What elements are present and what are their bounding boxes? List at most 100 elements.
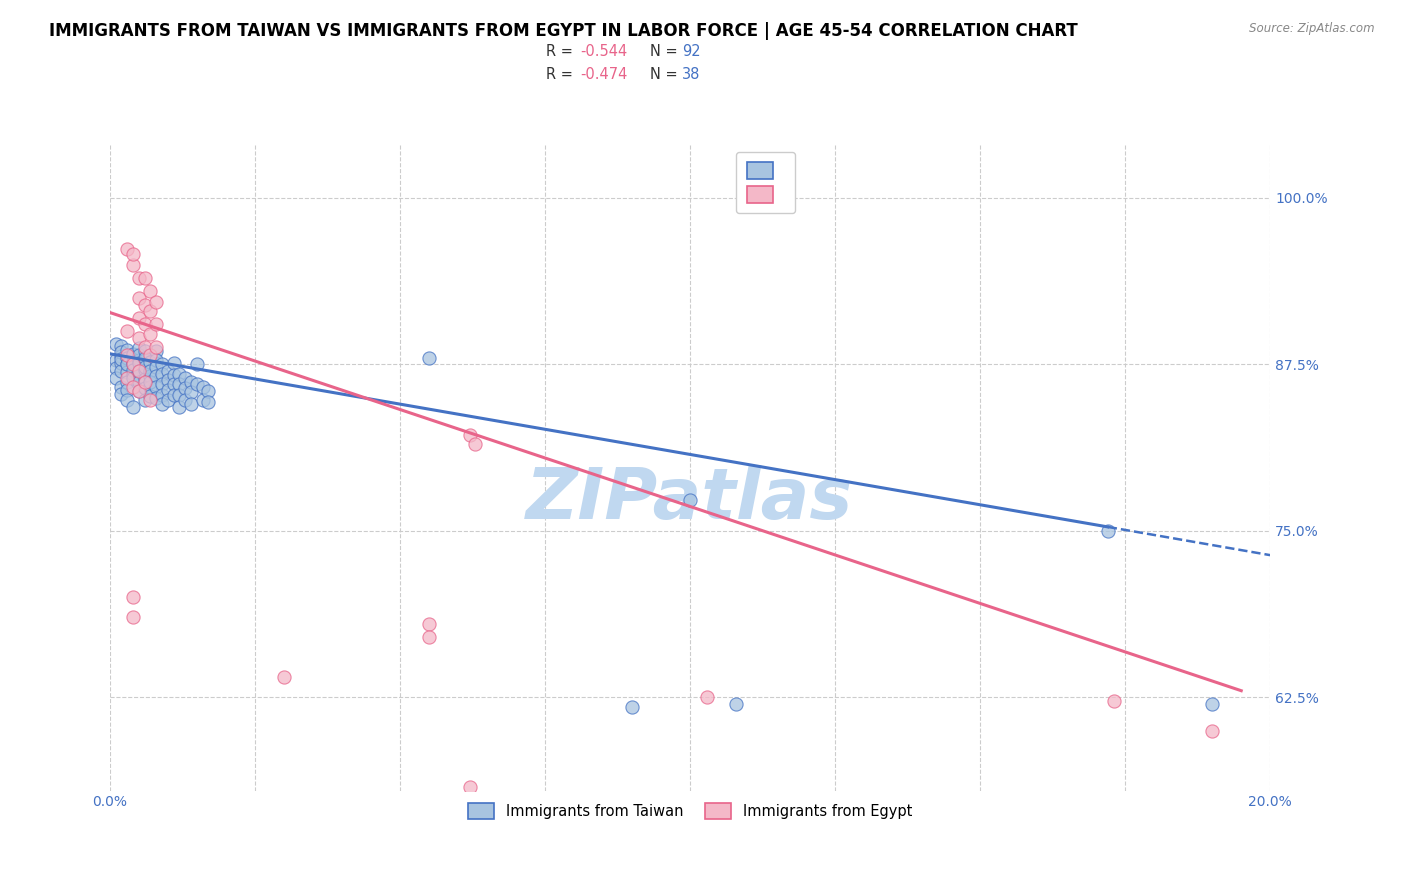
Point — [163, 388, 186, 402]
Point — [115, 242, 138, 256]
Text: 38: 38 — [682, 68, 700, 82]
Point — [134, 353, 156, 368]
Point — [134, 271, 156, 285]
Point — [110, 356, 132, 370]
Point — [110, 380, 132, 394]
Point — [122, 610, 145, 624]
Point — [145, 360, 167, 375]
Point — [128, 364, 150, 378]
Point — [150, 367, 173, 381]
Point — [128, 364, 150, 378]
Point — [145, 380, 167, 394]
Point — [180, 375, 202, 389]
Text: Source: ZipAtlas.com: Source: ZipAtlas.com — [1250, 22, 1375, 36]
Point — [150, 397, 173, 411]
Point — [174, 381, 197, 395]
Point — [122, 247, 145, 261]
Point — [139, 326, 162, 341]
Point — [128, 364, 150, 378]
Point — [115, 366, 138, 380]
Point — [134, 360, 156, 375]
Point — [180, 385, 202, 400]
Point — [134, 344, 156, 359]
Point — [134, 351, 156, 365]
Point — [134, 372, 156, 386]
Point — [197, 384, 219, 398]
Point — [128, 384, 150, 398]
Point — [679, 493, 702, 508]
Point — [104, 361, 127, 376]
Point — [122, 363, 145, 377]
Point — [186, 358, 208, 372]
Point — [145, 340, 167, 354]
Point — [725, 697, 748, 711]
Point — [163, 377, 186, 392]
Point — [139, 348, 162, 362]
Point — [696, 690, 718, 705]
Point — [174, 393, 197, 408]
Point — [150, 358, 173, 372]
Text: N =: N = — [650, 45, 682, 59]
Point — [128, 356, 150, 370]
Point — [156, 364, 179, 378]
Point — [115, 343, 138, 357]
Point — [122, 348, 145, 362]
Point — [174, 370, 197, 384]
Point — [122, 347, 145, 361]
Text: R =: R = — [546, 68, 576, 82]
Point — [134, 375, 156, 389]
Point — [115, 324, 138, 338]
Point — [104, 353, 127, 368]
Point — [122, 380, 145, 394]
Point — [139, 355, 162, 369]
Point — [128, 291, 150, 305]
Point — [139, 389, 162, 403]
Point — [139, 393, 162, 408]
Point — [128, 331, 150, 345]
Point — [458, 428, 481, 442]
Point — [163, 356, 186, 370]
Point — [418, 631, 440, 645]
Point — [418, 617, 440, 632]
Point — [134, 297, 156, 311]
Point — [163, 368, 186, 383]
Point — [110, 345, 132, 359]
Point — [104, 337, 127, 351]
Point — [156, 383, 179, 397]
Point — [169, 377, 191, 392]
Text: N =: N = — [650, 68, 682, 82]
Point — [139, 380, 162, 394]
Point — [150, 388, 173, 402]
Point — [115, 358, 138, 372]
Point — [128, 348, 150, 362]
Point — [180, 397, 202, 411]
Point — [110, 339, 132, 353]
Text: -0.474: -0.474 — [581, 68, 628, 82]
Point — [139, 375, 162, 389]
Point — [122, 355, 145, 369]
Point — [134, 381, 156, 395]
Point — [115, 351, 138, 365]
Point — [197, 394, 219, 409]
Legend: Immigrants from Taiwan, Immigrants from Egypt: Immigrants from Taiwan, Immigrants from … — [463, 797, 918, 825]
Text: -0.544: -0.544 — [581, 45, 628, 59]
Point — [115, 370, 138, 384]
Point — [169, 367, 191, 381]
Point — [156, 393, 179, 408]
Point — [139, 369, 162, 384]
Point — [122, 358, 145, 372]
Point — [110, 352, 132, 367]
Point — [464, 437, 486, 451]
Point — [145, 344, 167, 359]
Point — [128, 384, 150, 398]
Point — [128, 342, 150, 356]
Point — [169, 400, 191, 414]
Point — [145, 353, 167, 368]
Point — [458, 780, 481, 794]
Point — [418, 351, 440, 365]
Point — [139, 364, 162, 378]
Point — [115, 348, 138, 362]
Point — [122, 591, 145, 605]
Text: R =: R = — [546, 45, 576, 59]
Point — [134, 340, 156, 354]
